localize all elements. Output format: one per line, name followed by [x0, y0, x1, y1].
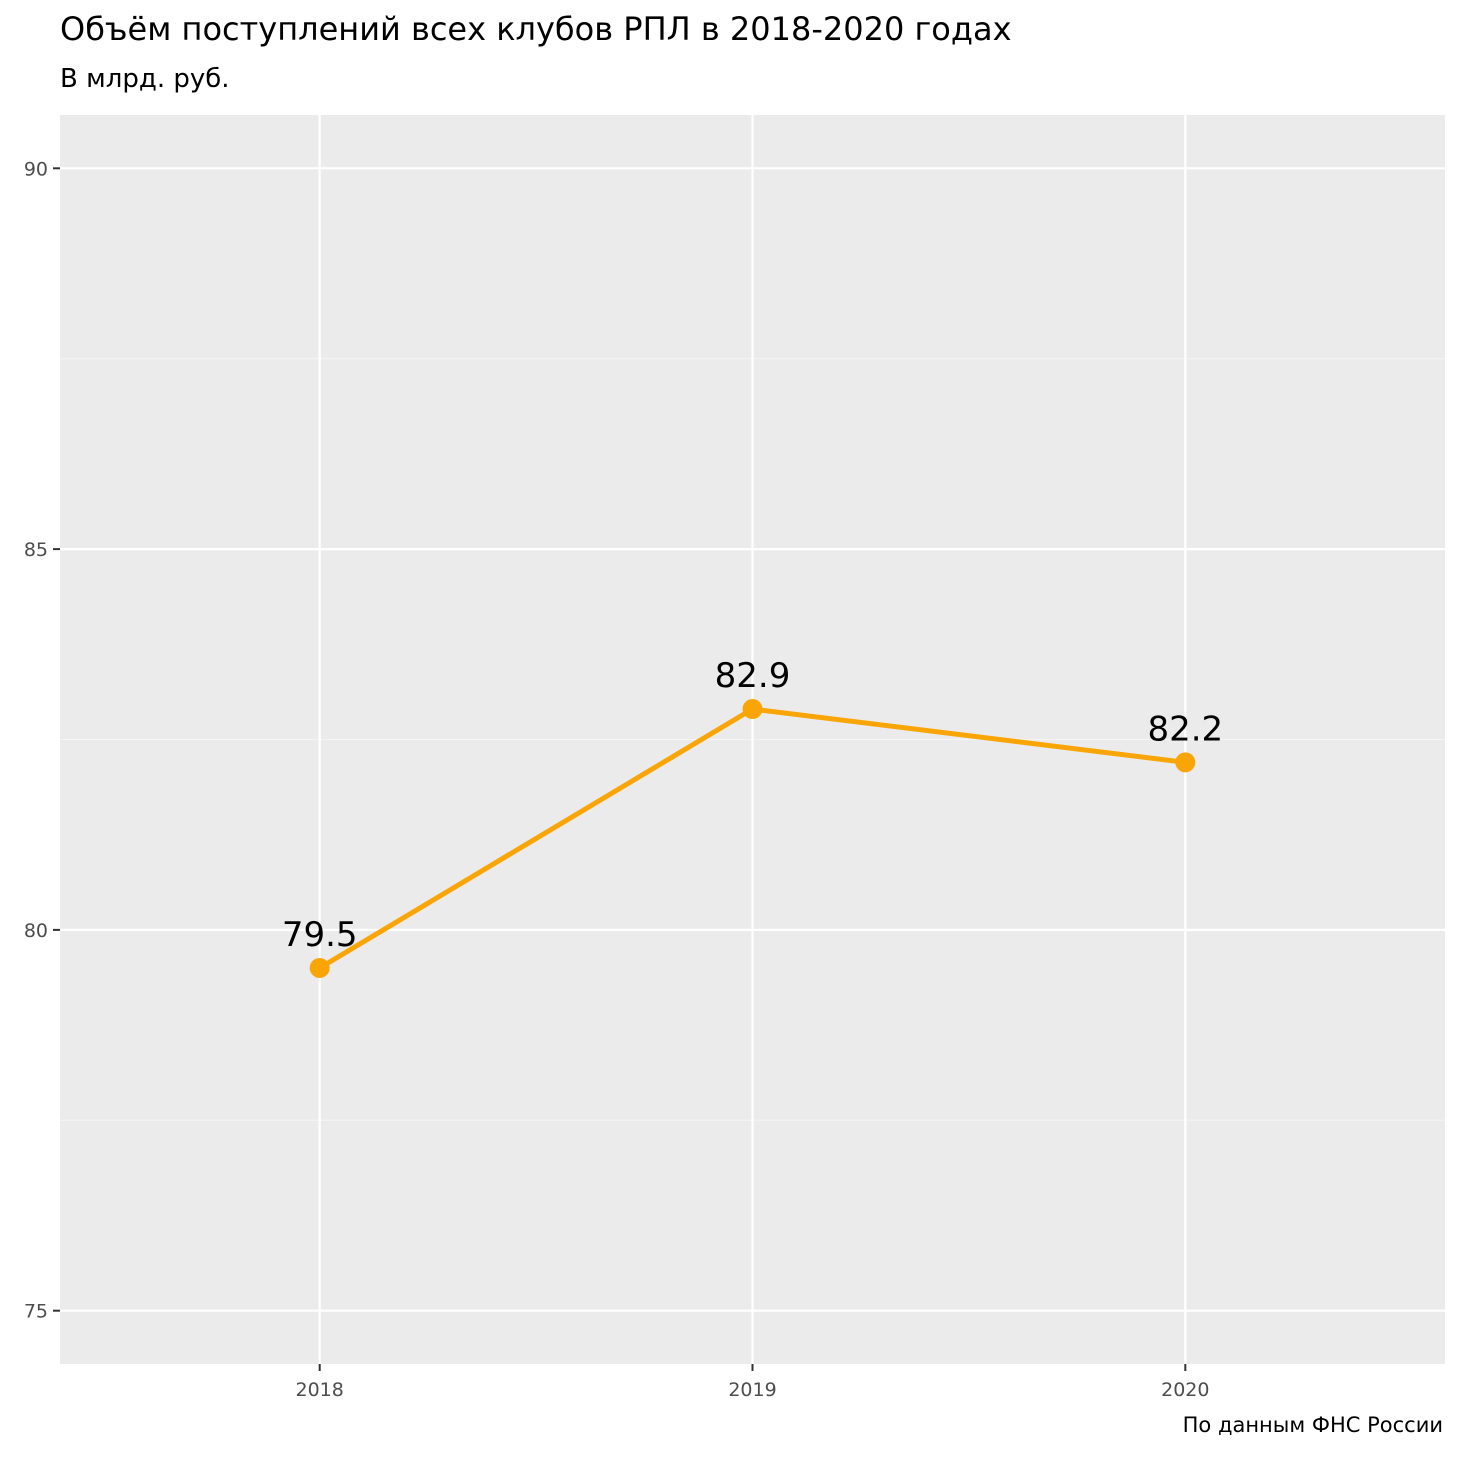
data-point [742, 699, 763, 720]
x-tick-label: 2019 [728, 1379, 776, 1401]
grid-lines [60, 115, 1445, 1364]
axes: 75 80 85 90 2018 2019 2020 [24, 158, 1210, 1401]
y-tick-label: 85 [24, 539, 48, 561]
y-tick-label: 75 [24, 1301, 48, 1323]
y-tick-label: 80 [24, 920, 48, 942]
data-point [1175, 752, 1196, 773]
data-label: 79.5 [282, 915, 358, 955]
data-labels: 79.5 82.9 82.2 [282, 656, 1223, 955]
data-label: 82.9 [715, 656, 791, 696]
chart-title: Объём поступлений всех клубов РПЛ в 2018… [60, 10, 1012, 48]
y-tick-label: 90 [24, 158, 48, 180]
data-point [309, 957, 330, 978]
data-label: 82.2 [1147, 709, 1223, 749]
x-tick-label: 2020 [1161, 1379, 1209, 1401]
series-line-layer [309, 699, 1196, 978]
chart-subtitle: В млрд. руб. [60, 64, 230, 94]
chart-caption: По данным ФНС России [1182, 1413, 1443, 1437]
x-tick-label: 2018 [296, 1379, 344, 1401]
